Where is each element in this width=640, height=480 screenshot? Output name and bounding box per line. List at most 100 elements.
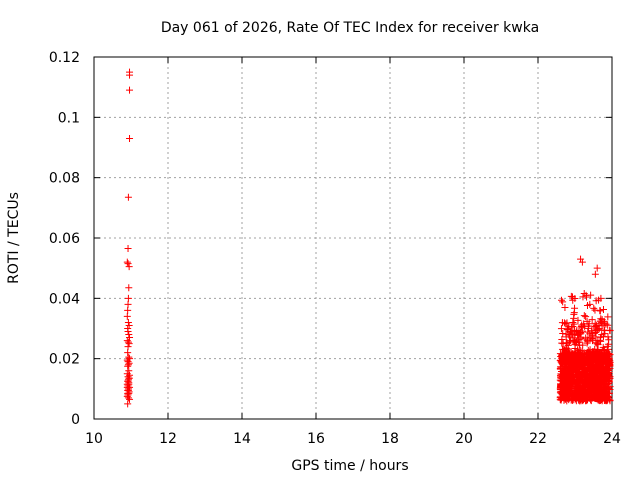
data-point [586,300,594,308]
data-point [126,395,134,403]
data-point [606,327,614,335]
data-point [592,374,600,382]
data-point [597,294,605,302]
data-point [596,317,604,325]
data-point [594,353,602,361]
data-point [561,367,569,375]
data-point [568,358,576,366]
data-point [596,377,604,385]
data-point [599,333,607,341]
data-point [124,361,132,369]
data-point [571,386,579,394]
data-point [568,396,576,404]
data-point [562,320,570,328]
data-point [572,390,580,398]
data-point [572,370,580,378]
data-point [565,378,573,386]
data-point [125,353,133,361]
data-point [124,300,132,308]
data-point [557,381,565,389]
data-point [576,395,584,403]
data-point [559,340,567,348]
data-point [124,343,132,351]
data-point [558,335,566,343]
data-point [593,264,601,272]
data-point [126,71,134,79]
y-axis-label: ROTI / TECUs [6,192,22,284]
data-point [591,306,599,314]
data-point [558,354,566,362]
data-point [599,376,607,384]
data-point [570,314,578,322]
x-tick-label: 18 [381,431,399,447]
data-point [124,349,132,357]
data-point [601,355,609,363]
data-point [574,316,582,324]
data-point [589,356,597,364]
data-point [123,383,131,391]
data-point [605,393,613,401]
data-point [584,364,592,372]
x-tick-label: 14 [233,431,251,447]
data-point [125,359,133,367]
data-point [600,359,608,367]
data-point [125,380,133,388]
data-point [599,367,607,375]
data-point [604,321,612,329]
x-axis-label: GPS time / hours [291,458,408,474]
data-point [582,392,590,400]
data-point [584,338,592,346]
data-point [602,364,610,372]
data-point [563,339,571,347]
data-point [124,362,132,370]
data-point [592,325,600,333]
data-point [588,316,596,324]
data-point [575,330,583,338]
data-point [572,350,580,358]
data-point [123,258,131,266]
data-points [123,68,614,408]
data-point [124,294,132,302]
data-point [562,386,570,394]
data-point [124,328,132,336]
data-point [580,312,588,320]
data-point [570,377,578,385]
data-point [599,306,607,314]
data-point [570,351,578,359]
data-point [576,375,584,383]
data-point [565,349,573,357]
data-point [582,334,590,342]
data-point [604,313,612,321]
data-point [566,374,574,382]
data-point [582,291,590,299]
data-point [560,391,568,399]
data-point [571,336,579,344]
data-point [586,381,594,389]
data-point [125,374,133,382]
data-point [124,245,132,253]
data-point [557,363,565,371]
data-point [556,357,564,365]
y-tick-label: 0.08 [49,171,80,187]
data-point [566,328,574,336]
data-point [587,397,595,405]
x-tick-label: 12 [159,431,177,447]
data-point [593,340,601,348]
data-point [126,134,134,142]
data-point [600,345,608,353]
data-point [606,357,614,365]
data-point [124,193,132,201]
data-point [568,293,576,301]
data-point [124,386,132,394]
data-point [579,341,587,349]
data-point [592,394,600,402]
x-tick-label: 20 [455,431,473,447]
data-point [558,374,566,382]
data-point [584,352,592,360]
data-point [578,258,586,266]
data-point [124,389,132,397]
data-point [596,333,604,341]
data-point [591,371,599,379]
data-point [598,395,606,403]
data-point [557,325,565,333]
